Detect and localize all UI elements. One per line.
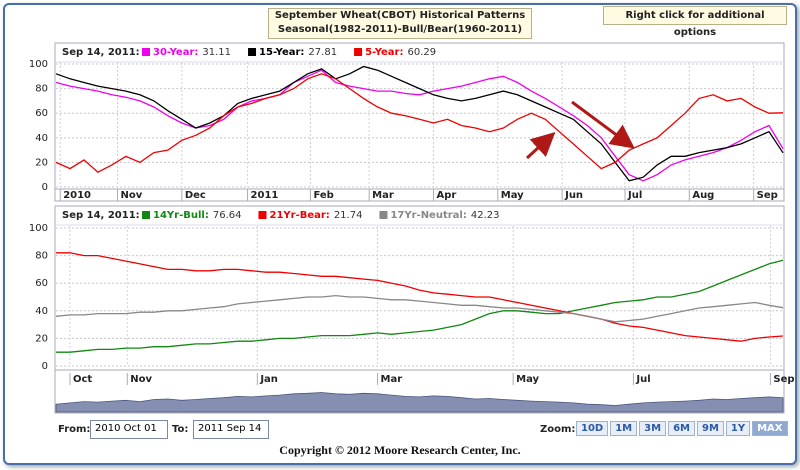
legend-swatch <box>354 48 363 56</box>
y-tick-label: 100 <box>29 223 48 234</box>
arrow <box>571 100 635 149</box>
legend-swatch <box>142 211 150 219</box>
legend-swatch <box>142 48 150 56</box>
legend-date: Sep 14, 2011: <box>62 210 140 221</box>
legend-name: 21Yr-Bear: <box>269 210 329 221</box>
y-tick-label: 100 <box>29 59 48 70</box>
x-tick-label: Mar <box>381 374 403 385</box>
y-tick-label: 20 <box>35 157 48 168</box>
y-tick-label: 80 <box>35 84 48 95</box>
x-tick-label: Jan <box>259 374 278 385</box>
series-line <box>56 252 784 342</box>
top-panel <box>54 42 785 202</box>
y-tick-label: 60 <box>35 278 48 289</box>
legend-name: 17Yr-Neutral: <box>390 210 466 221</box>
legend-value: 76.64 <box>213 210 242 221</box>
zoom-button[interactable]: 1Y <box>725 421 751 436</box>
from-input[interactable]: 2010 Oct 01 <box>90 420 168 439</box>
legend-value: 27.81 <box>308 47 337 58</box>
y-tick-label: 40 <box>35 306 48 317</box>
legend-date: Sep 14, 2011: <box>62 47 140 58</box>
y-tick-label: 60 <box>35 108 48 119</box>
arrow <box>525 131 556 160</box>
to-label: To: <box>172 424 189 435</box>
x-tick-label: Aug <box>692 190 714 201</box>
x-tick-label: May <box>516 374 539 385</box>
x-tick-label: Jul <box>627 190 642 201</box>
annotation-arrows <box>525 100 635 160</box>
x-tick-label: Nov <box>121 190 143 201</box>
title: September Wheat(CBOT) Historical Pattern… <box>274 10 526 21</box>
x-tick-label: Jun <box>564 190 583 201</box>
legend-name: 15-Year: <box>259 47 304 58</box>
bottom-panel <box>54 205 785 414</box>
zoom-button[interactable]: MAX <box>752 421 788 436</box>
y-tick-label: 20 <box>35 333 48 344</box>
legend-value: 21.74 <box>334 210 363 221</box>
y-tick-label: 40 <box>35 133 48 144</box>
legend-name: 5-Year: <box>365 47 403 58</box>
to-input[interactable]: 2011 Sep 14 <box>193 420 269 439</box>
legend-name: 30-Year: <box>153 47 198 58</box>
y-tick-label: 0 <box>42 361 48 372</box>
options-hint[interactable]: Right click for additional options <box>603 6 787 38</box>
x-tick-label: Sep <box>757 190 778 201</box>
x-tick-label: Nov <box>130 374 152 385</box>
x-tick-label: 2010 <box>63 190 91 201</box>
zoom-button[interactable]: 1M <box>610 421 638 436</box>
x-tick-label: 2011 <box>251 190 279 201</box>
legend-value: 31.11 <box>202 47 231 58</box>
x-tick-label: Oct <box>73 374 92 385</box>
series-line <box>56 259 784 353</box>
x-tick-label: Apr <box>436 190 456 201</box>
series-line <box>55 73 784 173</box>
legend-swatch <box>258 211 267 219</box>
x-tick-label: Dec <box>185 190 206 201</box>
legend-value: 60.29 <box>408 47 437 58</box>
zoom-buttons: 10D 1M 3M 6M 9M 1Y MAX <box>574 421 788 436</box>
zoom-button[interactable]: 3M <box>639 421 667 436</box>
title-box: September Wheat(CBOT) Historical Pattern… <box>268 8 532 39</box>
y-tick-label: 80 <box>35 251 48 262</box>
x-tick-label: May <box>501 190 524 201</box>
zoom-label: Zoom: <box>540 424 576 435</box>
from-label: From: <box>58 424 91 435</box>
legend-name: 14Yr-Bull: <box>153 210 209 221</box>
navigator-area <box>55 392 784 413</box>
y-tick-label: 0 <box>42 182 48 193</box>
subtitle: Seasonal(1982-2011)-Bull/Bear(1960-2011) <box>277 24 523 35</box>
legend-swatch <box>379 211 388 219</box>
legend-value: 42.23 <box>471 210 500 221</box>
zoom-button[interactable]: 9M <box>696 421 724 436</box>
series-line <box>55 69 784 182</box>
series-line <box>55 65 784 182</box>
x-tick-label: Jul <box>635 374 650 385</box>
x-tick-label: Sep <box>773 374 794 385</box>
copyright: Copyright © 2012 Moore Research Center, … <box>279 443 521 457</box>
zoom-button[interactable]: 10D <box>576 421 609 436</box>
series-line <box>55 294 784 323</box>
zoom-button[interactable]: 6M <box>668 421 695 436</box>
legend-swatch <box>248 48 257 56</box>
x-tick-label: Feb <box>313 190 333 201</box>
x-tick-label: Mar <box>372 190 394 201</box>
